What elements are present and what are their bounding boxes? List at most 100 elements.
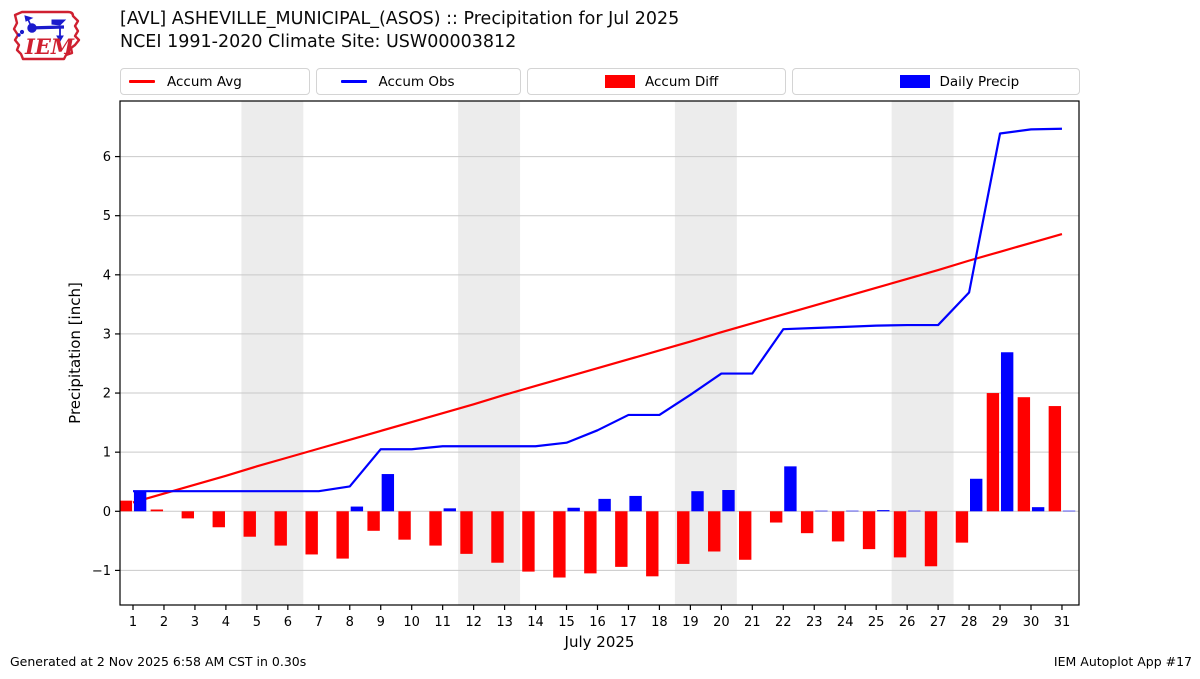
y-tick-label-1: 1 (103, 446, 111, 461)
accum-obs-line (133, 127, 1062, 493)
x-tick-label-26: 26 (899, 615, 916, 630)
bar-day-30 (1017, 397, 1031, 512)
bar-day-26 (893, 511, 907, 558)
bar-day-17 (615, 511, 628, 567)
iem-logo-text: IEM (24, 34, 75, 59)
daily-precip-patch-swatch (899, 75, 930, 88)
bar-day-20 (708, 511, 721, 552)
bar-day-11 (443, 508, 456, 512)
x-tick-label-18: 18 (651, 615, 668, 630)
x-tick-label-14: 14 (527, 615, 544, 630)
legend-label: Accum Diff (645, 73, 719, 90)
x-axis-ticks: 1 2 3 4 5 6 7 8 9 10 11 12 13 14 15 16 17 18 19 20 21 22 23 24 2… (129, 605, 1070, 630)
x-tick-label-28: 28 (961, 615, 978, 630)
accum-obs-line-swatch (340, 80, 367, 83)
x-tick-label-30: 30 (1023, 615, 1040, 630)
x-tick-label-17: 17 (620, 615, 637, 630)
bar-day-24 (831, 511, 845, 542)
bar-day-16 (598, 498, 611, 512)
x-tick-label-24: 24 (837, 615, 854, 630)
y-tick-label-3: 3 (103, 327, 111, 342)
bar-day-24 (846, 510, 859, 512)
x-tick-label-12: 12 (465, 615, 482, 630)
bar-day-8 (336, 511, 349, 559)
bar-day-29 (1000, 352, 1014, 512)
x-tick-label-8: 8 (346, 615, 354, 630)
y-tick-label-4: 4 (103, 268, 111, 283)
bar-day-10 (398, 511, 411, 540)
iowa-outline-graphic: IEM (12, 10, 81, 61)
bar-day-7 (305, 511, 318, 555)
autoplot-app-ref: IEM Autoplot App #17 (1053, 654, 1192, 669)
bar-day-9 (367, 511, 380, 531)
bar-day-2 (150, 509, 164, 512)
bar-day-29 (986, 393, 1000, 512)
bar-day-22 (769, 511, 783, 523)
bar-day-25 (862, 511, 876, 550)
bar-day-14 (522, 511, 535, 572)
generated-timestamp: Generated at 2 Nov 2025 6:58 AM CST in 0… (10, 654, 307, 669)
legend-entry-accum-avg: Accum Avg (120, 68, 310, 95)
bar-day-12 (460, 511, 473, 554)
bar-day-28 (955, 511, 969, 543)
bar-day-9 (381, 474, 395, 512)
x-tick-label-1: 1 (129, 615, 137, 630)
x-tick-label-20: 20 (713, 615, 730, 630)
bar-day-22 (784, 466, 797, 512)
bar-day-19 (691, 491, 704, 512)
y-tick-label-5: 5 (103, 209, 111, 224)
bar-day-18 (646, 511, 659, 577)
x-tick-label-11: 11 (434, 615, 451, 630)
bar-day-15 (567, 507, 580, 512)
y-tick-label-6: 6 (103, 150, 111, 165)
x-tick-label-16: 16 (589, 615, 606, 630)
legend: Accum Avg Accum Obs Accum Diff Daily Pre… (120, 68, 1080, 95)
bar-day-20 (722, 490, 735, 512)
bar-day-23 (800, 511, 814, 534)
bar-day-5 (243, 511, 256, 537)
bar-day-28 (970, 478, 983, 512)
x-tick-label-3: 3 (191, 615, 199, 630)
x-tick-label-25: 25 (868, 615, 885, 630)
x-tick-label-29: 29 (992, 615, 1009, 630)
bar-day-19 (677, 511, 690, 564)
title-line-1: [AVL] ASHEVILLE_MUNICIPAL_(ASOS) :: Prec… (120, 9, 680, 29)
bar-day-30 (1031, 507, 1045, 512)
x-tick-label-5: 5 (253, 615, 261, 630)
x-tick-label-22: 22 (775, 615, 792, 630)
legend-label: Accum Obs (378, 73, 455, 90)
daily-precip-bars (133, 352, 1076, 512)
bar-day-15 (553, 511, 566, 578)
title-line-2: NCEI 1991-2020 Climate Site: USW00003812 (120, 32, 517, 52)
bar-day-17 (629, 495, 642, 512)
weather-vane-icon (17, 15, 67, 42)
bar-day-25 (877, 510, 890, 512)
legend-entry-accum-obs: Accum Obs (315, 68, 521, 95)
y-tick-label--1: −1 (92, 564, 111, 579)
bar-day-31 (1048, 406, 1062, 512)
bar-day-8 (350, 506, 364, 512)
x-tick-label-9: 9 (377, 615, 385, 630)
x-tick-label-13: 13 (496, 615, 513, 630)
x-tick-label-7: 7 (315, 615, 323, 630)
x-tick-label-21: 21 (744, 615, 761, 630)
x-tick-label-15: 15 (558, 615, 575, 630)
y-tick-label-0: 0 (103, 505, 111, 520)
bar-day-6 (274, 511, 287, 546)
y-axis-label: Precipitation [inch] (66, 282, 84, 424)
x-tick-label-27: 27 (930, 615, 947, 630)
legend-label: Accum Avg (167, 73, 242, 90)
legend-entry-accum-diff: Accum Diff (527, 68, 786, 95)
y-tick-label-2: 2 (103, 387, 111, 402)
x-tick-label-10: 10 (403, 615, 420, 630)
bar-day-3 (181, 511, 195, 519)
legend-label: Daily Precip (939, 73, 1020, 90)
x-axis-label: July 2025 (564, 633, 635, 651)
x-tick-label-6: 6 (284, 615, 292, 630)
bar-day-26 (908, 510, 921, 512)
accum-avg-line (132, 232, 1063, 504)
x-tick-label-19: 19 (682, 615, 699, 630)
accum-diff-patch-swatch (605, 75, 635, 88)
